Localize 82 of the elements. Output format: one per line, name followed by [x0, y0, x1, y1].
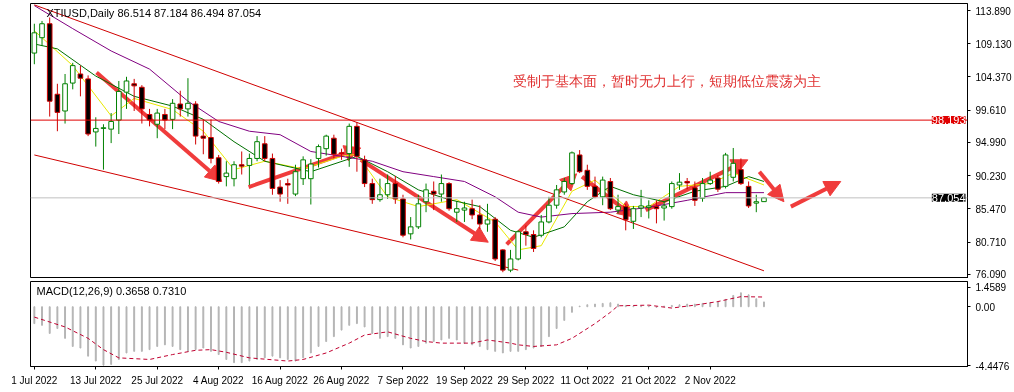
ref-line-label: 87.054	[931, 191, 966, 204]
candlestick	[231, 160, 237, 187]
candlestick	[415, 194, 422, 230]
candlestick	[100, 123, 107, 171]
x-tick-label: 4 Aug 2022	[193, 374, 245, 386]
candlestick	[622, 203, 629, 231]
y-tick-label: 76.090	[975, 269, 1007, 281]
candlestick	[131, 78, 137, 112]
x-tick-label: 25 Jul 2022	[131, 374, 184, 386]
candlestick	[392, 175, 399, 205]
y-tick-label: 104.370	[975, 72, 1013, 83]
y-tick-label: 85.470	[975, 203, 1007, 215]
line-series	[33, 5, 765, 218]
candlestick	[92, 116, 99, 148]
candlestick	[300, 155, 306, 186]
candlestick	[653, 199, 660, 224]
ref-line-label: 98.193	[931, 114, 966, 127]
candlestick	[308, 158, 314, 206]
y-tick-label: 109.130	[975, 38, 1013, 50]
chart-title: MACD(12,26,9) 0.3658 0.7310	[36, 284, 187, 297]
x-tick-label: 1 Jul 2022	[11, 374, 58, 386]
candlestick	[246, 153, 253, 186]
candlestick	[185, 77, 191, 118]
candlestick	[39, 20, 45, 47]
candlestick	[407, 216, 414, 240]
candlestick	[484, 203, 491, 233]
x-tick-label: 19 Sep 2022	[436, 374, 494, 386]
candlestick	[599, 176, 606, 206]
candlestick	[315, 143, 322, 169]
candlestick	[738, 157, 744, 186]
candlestick	[469, 199, 475, 220]
y-tick-label: -4.4476	[975, 360, 1010, 372]
x-tick-label: 7 Sep 2022	[377, 374, 430, 386]
candlestick	[430, 180, 437, 211]
candlestick	[477, 204, 483, 230]
candlestick	[331, 134, 337, 159]
candlestick	[292, 164, 299, 197]
candlestick	[669, 180, 675, 210]
candlestick	[208, 118, 214, 164]
y-tick-label: 0.00	[975, 301, 996, 313]
candlestick	[108, 112, 114, 144]
candlestick	[638, 189, 644, 218]
candlestick	[177, 90, 184, 118]
candlestick	[384, 174, 391, 200]
y-tick-label: 99.610	[975, 105, 1007, 117]
x-tick-label: 16 Aug 2022	[251, 374, 309, 386]
candlestick	[438, 174, 445, 203]
line-series	[33, 296, 765, 362]
candlestick	[169, 98, 176, 130]
x-tick-label: 13 Jul 2022	[69, 374, 123, 386]
candlestick	[745, 180, 752, 209]
candlestick	[661, 201, 667, 222]
y-tick-label: 80.710	[975, 237, 1007, 249]
candlestick	[507, 249, 514, 273]
candlestick	[538, 214, 545, 238]
candlestick	[254, 135, 260, 162]
x-tick-label: 21 Oct 2022	[621, 374, 677, 386]
candlestick	[139, 84, 145, 125]
candlestick	[284, 178, 291, 205]
candlestick	[69, 62, 76, 90]
candlestick	[77, 65, 84, 97]
y-tick-label: 1.4589	[975, 282, 1007, 294]
candlestick	[523, 224, 529, 247]
x-tick-label: 2 Nov 2022	[684, 374, 737, 386]
candlestick	[238, 150, 245, 175]
y-tick-label: 94.990	[975, 137, 1007, 149]
candlestick	[630, 205, 637, 230]
candlestick	[31, 23, 38, 65]
x-tick-label: 11 Oct 2022	[560, 374, 615, 386]
candlestick	[645, 199, 652, 219]
y-tick-label: 90.230	[975, 170, 1007, 182]
candlestick	[223, 160, 230, 187]
candlestick	[200, 118, 207, 155]
candlestick	[215, 154, 222, 185]
candlestick	[530, 229, 537, 253]
y-tick-label: 113.890	[975, 5, 1012, 17]
candlestick	[615, 194, 621, 215]
annotation: 受制于基本面，暂时无力上行，短期低位震荡为主	[513, 72, 822, 89]
x-tick-label: 26 Aug 2022	[313, 374, 370, 386]
candlestick	[123, 76, 130, 110]
candlestick	[277, 179, 283, 203]
x-tick-label: 29 Sep 2022	[497, 374, 555, 386]
